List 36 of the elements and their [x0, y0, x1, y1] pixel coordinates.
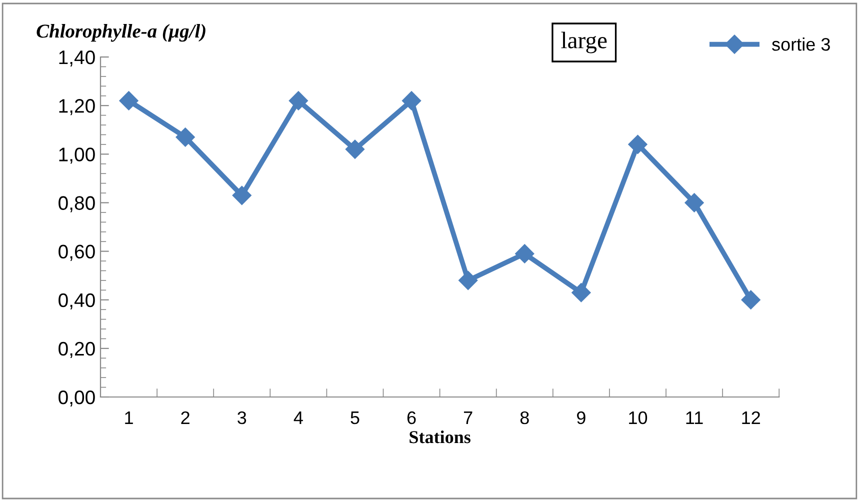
point: [232, 186, 252, 205]
point: [345, 140, 365, 159]
x-tick-label: 1: [125, 412, 133, 424]
point: [119, 91, 138, 110]
point: [572, 283, 591, 302]
point: [741, 290, 760, 310]
x-tick-label: 7: [464, 412, 472, 424]
x-tick-label: 8: [520, 411, 529, 424]
point: [628, 134, 648, 154]
y-tick-label: 1,00: [59, 148, 95, 164]
y-tick-label: 0,20: [58, 342, 95, 358]
x-tick-label: 10: [629, 411, 648, 424]
y-tick-label: 1,40: [59, 50, 95, 67]
x-axis-title: Stations: [410, 430, 470, 444]
x-tick-label: 11: [686, 412, 703, 424]
y-tick-label: 0,60: [58, 244, 95, 261]
x-tick-label: 3: [238, 411, 246, 424]
point: [515, 244, 534, 264]
y-tick-label: 0,00: [58, 390, 95, 407]
y-tick-label: 1,20: [59, 99, 95, 116]
legend-label: sortie 3: [772, 38, 830, 51]
x-tick-label: 9: [577, 411, 586, 424]
x-tick-label: 2: [181, 411, 190, 424]
point: [176, 128, 195, 147]
y-tick-label: 0,80: [58, 196, 95, 212]
x-tick-label: 5: [350, 412, 360, 424]
point: [458, 270, 478, 290]
x-tick-label: 4: [294, 412, 303, 424]
x-tick-label: 12: [742, 411, 760, 424]
point: [288, 91, 308, 110]
x-tick-label: 6: [407, 411, 416, 424]
y-axis-title: Chlorophylle-a (µg/l): [36, 24, 206, 42]
y-tick-label: 0,40: [58, 293, 95, 310]
text: large: [561, 32, 607, 54]
point: [402, 91, 422, 110]
point: [684, 193, 704, 212]
